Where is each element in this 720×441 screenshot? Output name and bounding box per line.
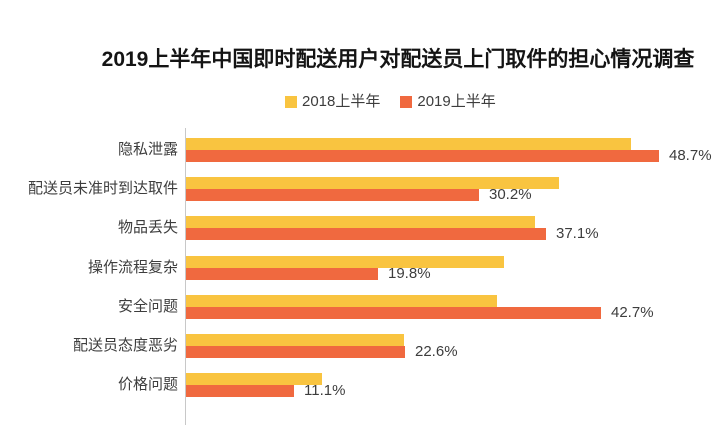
chart-title: 2019上半年中国即时配送用户对配送员上门取件的担心情况调查 <box>101 48 695 71</box>
value-label: 19.8% <box>388 265 431 282</box>
value-label: 11.1% <box>304 382 346 399</box>
bar-2019 <box>186 228 546 240</box>
legend: 2018上半年 2019上半年 <box>285 94 496 109</box>
category-label: 价格问题 <box>117 376 178 393</box>
bar-2018 <box>186 138 631 150</box>
bar-2019 <box>186 385 294 397</box>
value-label: 22.6% <box>415 343 458 360</box>
category-label: 配送员未准时到达取件 <box>27 180 178 197</box>
bar-2018 <box>186 334 404 346</box>
category-label: 配送员态度恶劣 <box>72 337 178 354</box>
category-label: 隐私泄露 <box>117 141 178 158</box>
category-label: 操作流程复杂 <box>87 259 178 276</box>
bar-2018 <box>186 256 504 268</box>
category-label: 物品丢失 <box>117 219 178 236</box>
bar-2018 <box>186 216 535 228</box>
y-axis-line <box>185 128 186 425</box>
bar-2019 <box>186 150 659 162</box>
bar-2018 <box>186 373 322 385</box>
legend-label-2018: 2018上半年 <box>302 93 381 110</box>
legend-item-2019: 2019上半年 <box>400 93 496 110</box>
bar-2019 <box>186 189 479 201</box>
legend-swatch-2019-icon <box>400 95 413 108</box>
bar-2019 <box>186 307 601 319</box>
category-label: 安全问题 <box>117 298 178 315</box>
legend-label-2019: 2019上半年 <box>417 93 496 110</box>
bar-2019 <box>186 268 378 280</box>
legend-item-2018: 2018上半年 <box>285 94 380 109</box>
bar-2018 <box>186 295 497 307</box>
bar-2019 <box>186 346 405 358</box>
legend-swatch-2018-icon <box>285 95 297 108</box>
value-label: 30.2% <box>489 186 532 203</box>
bar-2018 <box>186 177 559 189</box>
value-label: 37.1% <box>556 225 599 242</box>
value-label: 42.7% <box>611 304 654 321</box>
value-label: 48.7% <box>669 147 712 164</box>
